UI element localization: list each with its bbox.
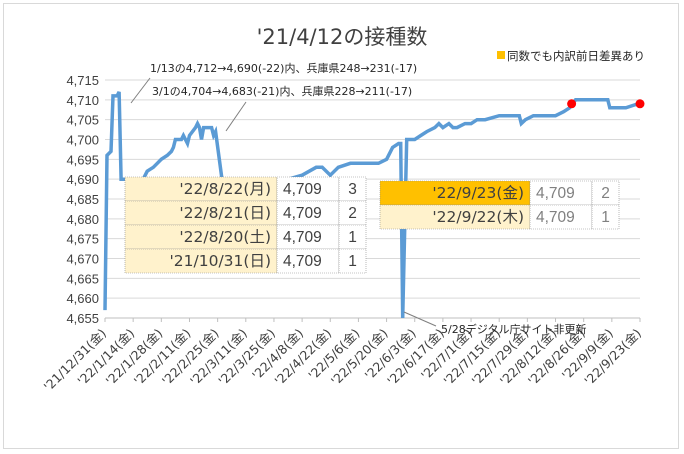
legend-swatch <box>497 51 505 59</box>
table-cell-text: 1 <box>348 229 357 246</box>
red-marker <box>567 99 577 109</box>
data-table-right: '22/9/23(金) 4,709 2 '22/9/22(木) 4,709 1 <box>379 180 620 230</box>
table-cell-text: 3 <box>348 181 357 198</box>
table-cell <box>338 200 367 226</box>
annotation-bottom: 5/28デジタル庁サイト非更新 <box>441 322 586 336</box>
table-cell-text: '22/8/21(日) <box>179 204 271 222</box>
chart-title: '21/4/12の接種数 <box>257 25 428 49</box>
table-cell <box>276 200 340 226</box>
table-cell <box>591 180 620 206</box>
annotation-leader-3 <box>403 311 437 327</box>
y-axis-ticks: 4,655 4,660 4,665 4,670 4,675 4,680 4,685 4,690… <box>66 73 99 326</box>
table-cell-text: '22/9/23(金) <box>432 184 524 202</box>
table-cell <box>591 204 620 230</box>
table-cell <box>276 224 340 250</box>
table-cell-text: 4,709 <box>283 253 322 270</box>
table-cell <box>338 248 367 274</box>
table-cell <box>124 176 278 202</box>
table-cell-text: '21/10/31(日) <box>170 252 271 270</box>
table-cell-text: 4,709 <box>536 209 575 226</box>
annotation-leader-1 <box>130 77 151 104</box>
y-tick-label: 4,690 <box>66 172 99 187</box>
series-line <box>103 91 640 319</box>
y-tick-label: 4,700 <box>66 133 99 148</box>
annotations: 1/13の4,712→4,690(-22)内、兵庫県248→231(-17) 3… <box>130 61 586 336</box>
y-tick-label: 4,665 <box>66 271 99 286</box>
y-tick-label: 4,705 <box>66 113 99 128</box>
y-tick-label: 4,670 <box>66 252 99 267</box>
table-cell <box>124 248 278 274</box>
table-cell-text: '22/9/22(木) <box>432 208 524 226</box>
data-table-left: '22/8/22(月) 4,709 3 '22/8/21(日) 4,709 2 '22/8/… <box>124 176 367 274</box>
table-cell-text: 4,709 <box>283 229 322 246</box>
y-tick-label: 4,685 <box>66 192 99 207</box>
y-tick-label: 4,675 <box>66 232 99 247</box>
table-cell-text: 1 <box>348 253 357 270</box>
table-cell <box>379 180 531 206</box>
table-cell-text: '22/8/22(月) <box>179 180 271 198</box>
legend-label: 同数でも内訳前日差異あり <box>507 49 645 63</box>
table-cell <box>529 204 593 230</box>
y-tick-label: 4,695 <box>66 152 99 167</box>
annotation-top-2: 3/1の4,704→4,683(-21)内、兵庫県228→211(-17) <box>152 84 412 98</box>
table-cell-text: 4,709 <box>283 181 322 198</box>
table-cell-text: 2 <box>348 205 357 222</box>
series-layer <box>103 91 645 319</box>
table-cell-text: '22/8/20(土) <box>179 228 271 246</box>
table-cell-text: 4,709 <box>283 205 322 222</box>
annotation-top-1: 1/13の4,712→4,690(-22)内、兵庫県248→231(-17) <box>150 61 417 75</box>
y-tick-label: 4,680 <box>66 212 99 227</box>
legend: 同数でも内訳前日差異あり <box>497 49 645 63</box>
table-cell <box>124 224 278 250</box>
table-cell-text: 4,709 <box>536 185 575 202</box>
annotation-leader-2 <box>225 101 247 132</box>
y-tick-label: 4,710 <box>66 93 99 108</box>
table-cell-text: 2 <box>601 185 610 202</box>
table-cell-text: 1 <box>601 209 610 226</box>
y-tick-label: 4,715 <box>66 73 99 88</box>
y-tick-label: 4,655 <box>66 311 99 326</box>
red-marker <box>635 99 645 109</box>
y-tick-label: 4,660 <box>66 291 99 306</box>
